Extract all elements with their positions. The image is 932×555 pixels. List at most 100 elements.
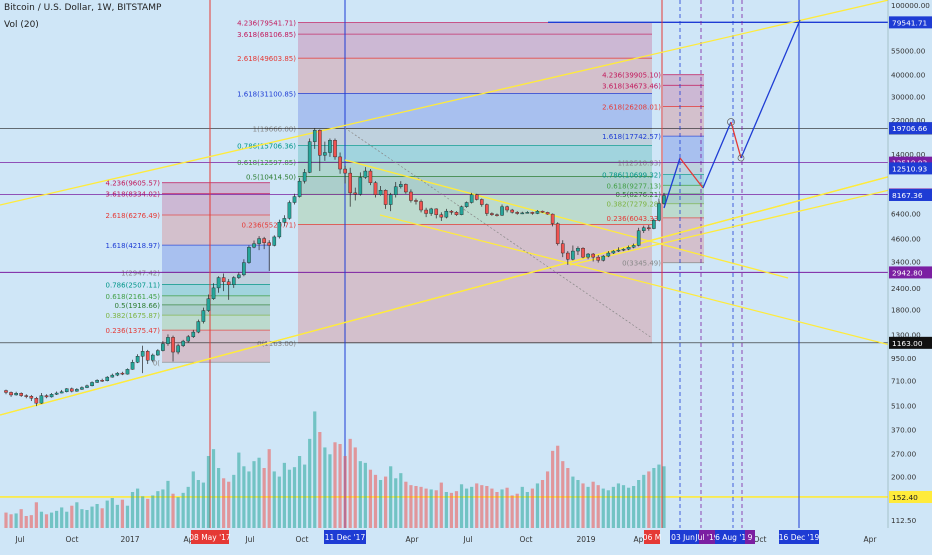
time-badge-label: 6 Aug '19 [715, 533, 751, 542]
price-tick-label: 200.00 [891, 472, 917, 481]
volume-bar [606, 490, 610, 528]
time-badge-label: 03 Jun '19 [671, 533, 709, 542]
fib-left-zone [162, 315, 270, 331]
candle-body [307, 141, 312, 173]
price-tick-label: 510.00 [891, 401, 917, 410]
candle-body [39, 395, 44, 404]
candle-body [495, 214, 499, 216]
volume-bar [475, 483, 479, 528]
volume-bar [55, 510, 59, 528]
time-badge [779, 530, 819, 544]
fib-left-zone [162, 245, 270, 273]
volume-bar [338, 444, 342, 528]
candle-body [69, 388, 74, 392]
fib-left-zone [162, 272, 270, 285]
candle-body [115, 372, 120, 376]
candle-body [373, 182, 378, 195]
fib-middle-zone [298, 162, 652, 177]
volume-bar [621, 485, 626, 528]
volume-bar [520, 486, 524, 528]
candle-body [272, 236, 277, 246]
volume-bar [642, 474, 646, 528]
fib-left-level-label: 0.236(1375.47) [106, 327, 161, 335]
volume-bar [348, 438, 352, 528]
candle-body [206, 298, 211, 311]
volume-bar [616, 483, 621, 528]
candle-body [181, 340, 185, 346]
fib-right-level-label: 2.618(26208.01) [602, 104, 661, 112]
candle-body [616, 249, 621, 252]
volume-bar [141, 496, 145, 528]
candle-body [277, 222, 282, 238]
candle-body [343, 168, 347, 174]
candle-body [404, 184, 408, 193]
volume-bar [80, 509, 84, 528]
volume-bar [525, 492, 529, 528]
candle-body [90, 382, 94, 387]
volume-bar [130, 492, 135, 528]
candle-body [176, 345, 180, 353]
time-tick-label: 2017 [120, 535, 139, 544]
volume-bar [303, 464, 307, 528]
candle-body [287, 202, 292, 219]
fib-middle-zone [298, 58, 652, 94]
price-tick-label: 14000.00 [891, 150, 926, 159]
time-badge [191, 530, 229, 544]
candle-body [449, 210, 454, 213]
volume-bar [201, 482, 205, 528]
volume-bar [647, 471, 651, 528]
time-badge-label: 06 M [643, 533, 661, 542]
fib-right-zone [663, 185, 704, 194]
fib-middle-level-label: 0.786(15706.36) [237, 142, 296, 150]
candle-body [328, 140, 332, 153]
volume-bar [272, 471, 276, 528]
candle-body [424, 209, 428, 214]
candle-body [323, 152, 327, 156]
fib-left-level-label: 0.786(2507.11) [106, 282, 161, 290]
volume-bar [237, 452, 241, 528]
volume-bar [65, 511, 69, 528]
volume-bar [540, 480, 545, 528]
volume-bar [242, 466, 246, 528]
fib-middle-zone [298, 93, 652, 129]
candle-body [348, 172, 352, 194]
candle-body [393, 186, 398, 195]
fib-left-level-label: 4.236(9605.57) [106, 180, 161, 188]
candle-body [100, 380, 104, 382]
volume-bar [100, 508, 104, 528]
fib-left-zone [162, 214, 270, 246]
trendline [569, 179, 932, 266]
price-badge-label: 79541.71 [892, 18, 928, 27]
time-tick-label: Jul [244, 535, 254, 544]
volume-bar [267, 449, 271, 528]
fib-right-level-label: 0.5(8276.21) [615, 191, 661, 199]
candle-body [510, 209, 514, 213]
volume-bar [586, 486, 590, 528]
trendline [0, 0, 892, 206]
volume-bar [146, 498, 150, 528]
candle-body [378, 190, 383, 195]
candle-body [429, 208, 433, 214]
chart-title: Bitcoin / U.S. Dollar, 1W, BITSTAMP [4, 3, 162, 13]
price-tick-label: 370.00 [891, 426, 917, 435]
candle-body [631, 245, 636, 248]
candle-body [257, 238, 261, 244]
candle-body [520, 212, 525, 215]
fib-right-level-label: 1(12510.93) [618, 160, 662, 168]
price-badge [889, 188, 932, 201]
volume-bar [384, 476, 388, 528]
fib-right-zone [663, 174, 704, 186]
fib-right-level-label: 0.618(9277.13) [607, 182, 662, 190]
price-badge [889, 336, 932, 349]
volume-bar [90, 506, 94, 528]
candle-body [459, 206, 464, 215]
volume-indicator-label: Vol (20) [4, 20, 39, 30]
fib-middle-level-label: 1(19666.00) [253, 125, 297, 133]
candle-body [474, 194, 479, 200]
fib-right-zone [663, 203, 704, 218]
candle-body [302, 172, 307, 182]
volume-bar [363, 462, 367, 528]
candle-body [156, 350, 160, 356]
candle-body [191, 331, 196, 337]
candle-body [150, 354, 155, 361]
